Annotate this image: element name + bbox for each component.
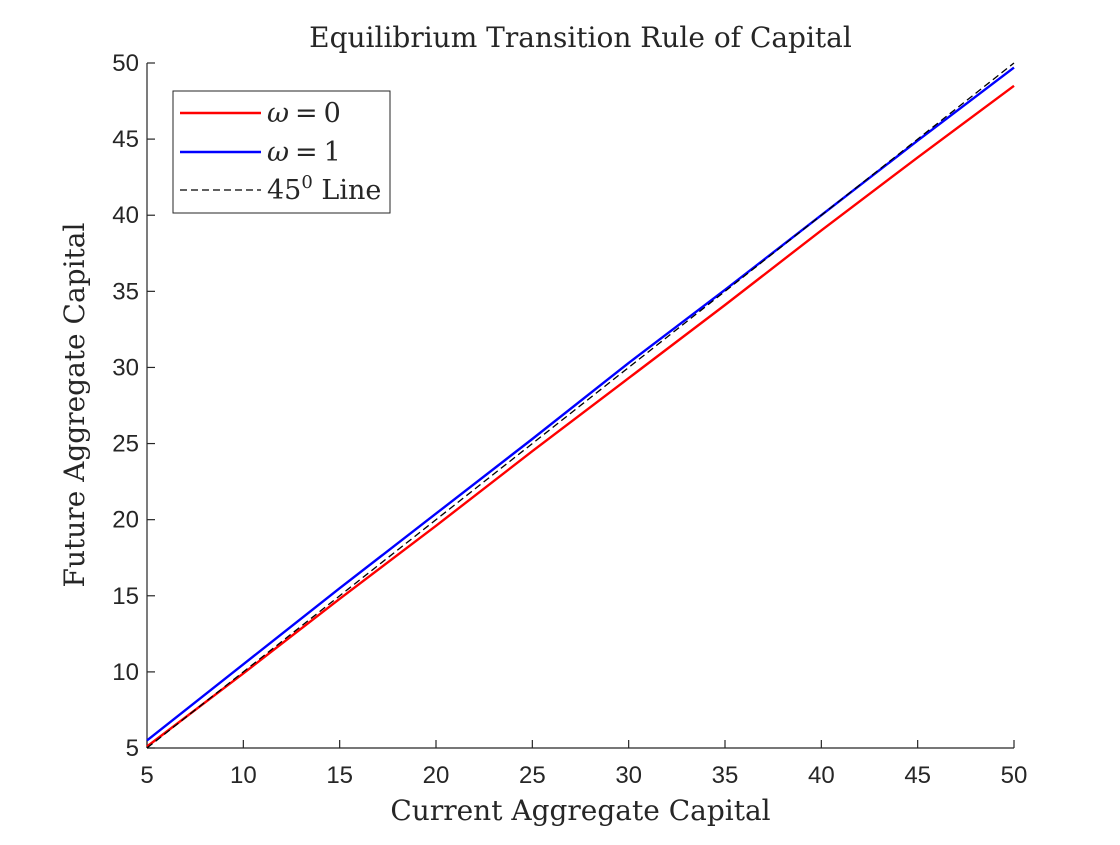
y-tick-label: 20	[112, 507, 139, 534]
legend-superscript: 0	[301, 172, 312, 193]
y-tick-label: 30	[112, 354, 139, 381]
x-tick-label: 35	[712, 762, 739, 789]
y-tick-label: 45	[112, 126, 139, 153]
y-tick-label: 35	[112, 278, 139, 305]
legend-symbol: ω	[267, 137, 289, 168]
x-tick-label: 20	[423, 762, 450, 789]
legend-suffix: Line	[313, 175, 382, 206]
x-tick-label: 50	[1001, 762, 1028, 789]
chart-title: Equilibrium Transition Rule of Capital	[309, 21, 852, 54]
y-tick-label: 40	[112, 202, 139, 229]
y-tick-label: 25	[112, 431, 139, 458]
legend-label-2: 450 Line	[267, 172, 381, 206]
y-ticks: 5 10 15 20 25 30 35 40 45 50	[112, 50, 155, 762]
y-tick-label: 5	[126, 735, 139, 762]
legend-base: 45	[267, 175, 301, 206]
x-axis-label: Current Aggregate Capital	[390, 794, 770, 827]
x-tick-label: 25	[519, 762, 546, 789]
legend-label-1: ω = 1	[267, 137, 341, 168]
x-tick-label: 10	[230, 762, 257, 789]
y-tick-label: 15	[112, 583, 139, 610]
x-tick-label: 40	[808, 762, 835, 789]
legend-symbol: ω	[267, 98, 289, 129]
y-tick-label: 50	[112, 50, 139, 77]
y-axis-label: Future Aggregate Capital	[58, 223, 91, 588]
x-tick-label: 15	[326, 762, 353, 789]
y-tick-label: 10	[112, 659, 139, 686]
legend-value: 0	[324, 98, 341, 129]
legend-equals: =	[295, 98, 318, 129]
legend-label-0: ω = 0	[267, 98, 341, 129]
series-line-2	[146, 62, 1015, 749]
legend-value: 1	[324, 137, 341, 168]
x-ticks: 5 10 15 20 25 30 35 40 45 50	[140, 740, 1027, 789]
legend-equals: =	[295, 137, 318, 168]
series-line-1	[146, 66, 1015, 742]
x-tick-label: 30	[615, 762, 642, 789]
series-line-0	[146, 84, 1015, 748]
x-tick-label: 5	[140, 762, 153, 789]
x-tick-label: 45	[904, 762, 931, 789]
series-layer	[146, 62, 1015, 749]
